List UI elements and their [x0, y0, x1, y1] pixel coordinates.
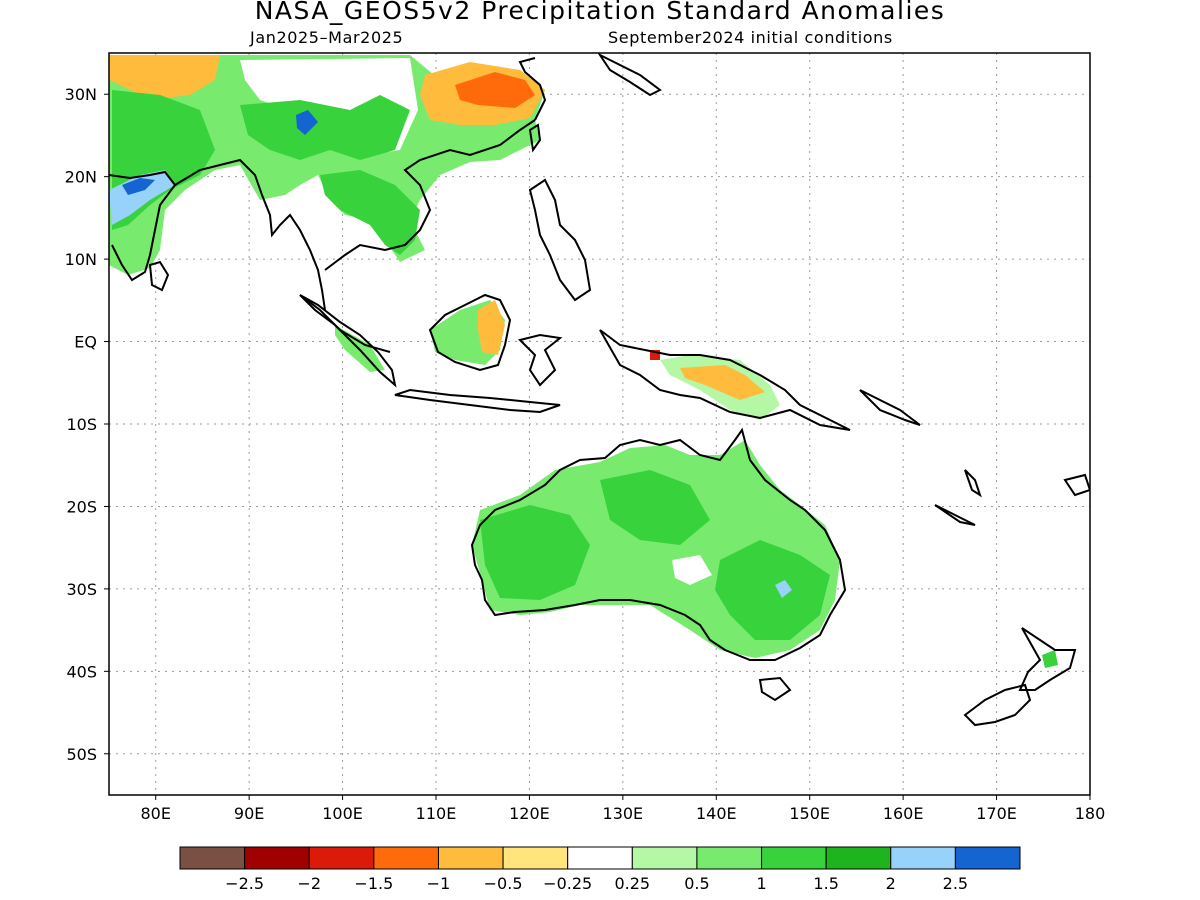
colorbar-swatch — [567, 846, 633, 870]
asia-dry-anomaly — [109, 55, 220, 100]
colorbar-label: −0.25 — [543, 874, 592, 893]
india-blue-core — [122, 178, 155, 195]
colorbar-swatch — [761, 846, 827, 870]
coast-srilanka — [148, 260, 170, 292]
colorbar-label: 2 — [886, 874, 896, 893]
colorbar-swatch — [825, 846, 892, 870]
australia-wet-west — [480, 505, 590, 600]
coast-sulawesi — [518, 333, 563, 387]
coast-india — [109, 170, 177, 282]
asia-region — [109, 55, 780, 420]
coast-bay — [174, 158, 326, 311]
colorbar: −2.5 −2 −1.5 −1 −0.5 −0.25 0.25 0.5 1 1.5 2 2.5 — [179, 846, 1021, 893]
lon-tick-label: 180 — [1075, 804, 1106, 823]
map-content — [109, 53, 1090, 727]
lat-tick-label: 20N — [65, 168, 97, 187]
colorbar-label: 1.5 — [813, 874, 838, 893]
lon-tick-label: 90E — [234, 804, 264, 823]
coast-philippines — [528, 178, 592, 302]
coast-sumatra — [299, 294, 397, 388]
lon-tick-label: 80E — [140, 804, 170, 823]
lon-tick-label: 130E — [603, 804, 644, 823]
lat-tick-label: 20S — [66, 497, 97, 516]
valid-period: Jan2025–Mar2025 — [250, 28, 404, 47]
lon-tick-label: 160E — [883, 804, 924, 823]
himalaya-wet — [240, 95, 410, 160]
lat-tick-label: 10N — [65, 250, 97, 269]
coast-java — [394, 388, 561, 414]
colorbar-label: 0.5 — [684, 874, 709, 893]
lat-tick-label: EQ — [74, 333, 97, 352]
colorbar-swatch — [631, 846, 698, 870]
coast-solomons — [859, 389, 921, 426]
colorbar-label: 0.25 — [614, 874, 650, 893]
map-title: NASA_GEOS5v2 Precipitation Standard Anom… — [254, 0, 946, 25]
coast-newcaledonia — [934, 504, 976, 526]
coast-taiwan — [528, 123, 542, 153]
china-dry-core — [455, 72, 535, 108]
coast-vanuatu — [964, 469, 982, 498]
colorbar-swatch — [890, 846, 956, 870]
lat-tick-label: 30N — [65, 85, 97, 104]
lon-tick-label: 170E — [976, 804, 1017, 823]
colorbar-swatch — [954, 846, 1021, 870]
colorbar-swatch — [696, 846, 763, 870]
lon-tick-label: 100E — [322, 804, 363, 823]
dry-spot — [650, 350, 660, 360]
colorbar-swatch — [437, 846, 504, 870]
coast-borneo — [428, 293, 512, 372]
newguinea-dry — [680, 365, 765, 400]
lon-tick-label: 120E — [509, 804, 550, 823]
colorbar-label: −1.5 — [354, 874, 393, 893]
initial-conditions: September2024 initial conditions — [608, 28, 893, 47]
colorbar-swatch — [179, 846, 246, 870]
coast-nz-south — [963, 683, 1032, 727]
colorbar-label: −0.5 — [484, 874, 523, 893]
lon-tick-label: 110E — [416, 804, 457, 823]
coast-japan — [597, 53, 662, 97]
colorbar-label: 2.5 — [943, 874, 968, 893]
australia-wet-east — [715, 540, 830, 640]
tibet-blue — [296, 110, 318, 135]
coast-tasmania — [758, 676, 792, 702]
lat-tick-label: 30S — [66, 580, 97, 599]
australia-wet-central — [600, 470, 710, 545]
lat-tick-label: 10S — [66, 415, 97, 434]
colorbar-swatch — [373, 846, 439, 870]
colorbar-swatch — [244, 846, 310, 870]
latitude-labels: 30N 20N 10N EQ 10S 20S 30S 40S 50S — [65, 85, 109, 764]
lon-tick-label: 140E — [696, 804, 737, 823]
colorbar-label: 1 — [756, 874, 766, 893]
colorbar-label: −2.5 — [225, 874, 264, 893]
colorbar-swatch — [308, 846, 375, 870]
coast-fiji — [1063, 473, 1090, 497]
lat-tick-label: 50S — [66, 745, 97, 764]
lat-tick-label: 40S — [66, 662, 97, 681]
longitude-labels: 80E 90E 100E 110E 120E 130E 140E 150E 160E 170E 18… — [140, 795, 1105, 823]
borneo-dry — [478, 300, 505, 355]
australia-white — [672, 555, 712, 585]
colorbar-label: −1 — [427, 874, 451, 893]
colorbar-label: −2 — [297, 874, 321, 893]
coast-newguinea — [599, 329, 851, 431]
coast-nz-north — [1018, 627, 1077, 691]
australia-blue — [775, 580, 792, 598]
australia-region — [472, 440, 1058, 668]
colorbar-swatch — [502, 846, 569, 870]
nz-anomaly — [1042, 650, 1058, 668]
indochina-wet — [320, 170, 420, 255]
coastlines — [109, 53, 1090, 727]
coast-australia — [470, 427, 847, 661]
lon-tick-label: 150E — [789, 804, 830, 823]
coast-china — [518, 57, 547, 121]
coast-indochina — [324, 119, 536, 271]
